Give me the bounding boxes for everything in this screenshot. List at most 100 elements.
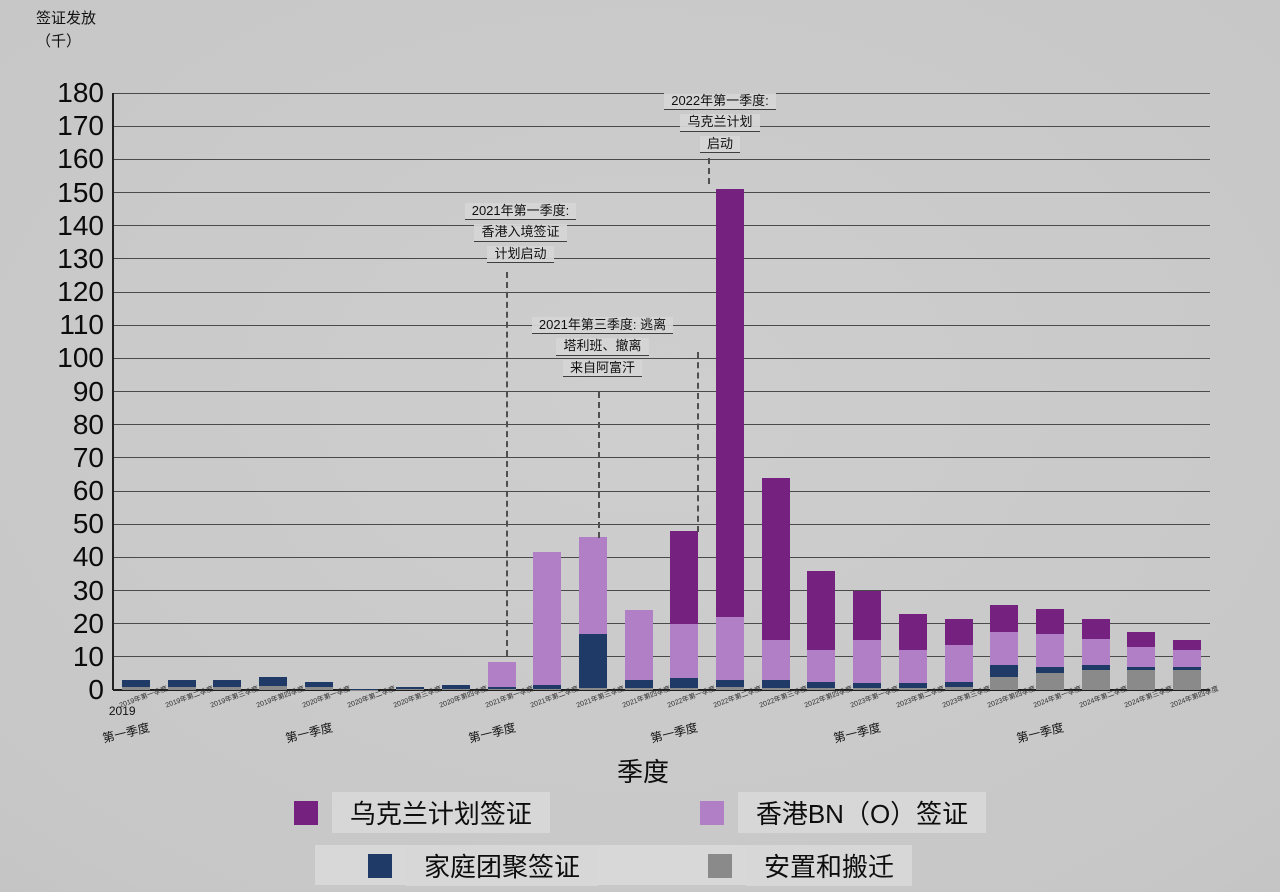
bar-segment-ukraine — [944, 618, 973, 646]
gridline — [113, 590, 1210, 591]
bar-segment-family — [1036, 666, 1065, 674]
y-axis-tick-label: 150 — [57, 176, 104, 208]
x-axis-quarter-label: 第一季度 — [1015, 720, 1066, 746]
gridline — [113, 192, 1210, 193]
x-axis-quarter-label: 第一季度 — [100, 720, 151, 746]
bar-segment-resettlement — [944, 686, 973, 690]
bar-segment-ukraine — [1173, 640, 1202, 651]
gridline — [113, 656, 1210, 658]
bar-segment-resettlement — [396, 689, 425, 690]
legend-label: 安置和搬迁 — [746, 845, 913, 886]
bar-segment-family — [944, 681, 973, 687]
bar-segment-bno — [944, 645, 973, 682]
gridline — [113, 689, 1210, 691]
x-axis-title: 季度 — [616, 757, 669, 787]
bar-segment-resettlement — [761, 688, 790, 690]
y-axis-tick-label: 100 — [57, 342, 104, 374]
x-axis-quarter-label: 第一季度 — [466, 720, 517, 746]
bar-segment-ukraine — [1036, 608, 1065, 634]
y-axis-tick-label: 70 — [72, 441, 104, 473]
y-axis-tick-label: 10 — [72, 640, 104, 672]
bar-segment-resettlement — [990, 676, 1019, 690]
legend-swatch — [367, 853, 392, 878]
bar-segment-family — [624, 680, 653, 689]
bar-segment-bno — [898, 650, 927, 684]
bar-segment-family — [396, 686, 425, 689]
bar-segment-resettlement — [898, 688, 927, 690]
bar-segment-resettlement — [807, 688, 836, 690]
y-axis-tick-label: 60 — [72, 475, 104, 506]
bar-segment-bno — [578, 537, 607, 634]
bar-segment-bno — [761, 640, 790, 681]
bar-segment-resettlement — [121, 686, 150, 690]
legend-row: 家庭团聚签证 安置和搬迁 — [367, 845, 913, 886]
annotation-connector-line — [697, 352, 699, 532]
bar-segment-bno — [1081, 638, 1110, 666]
bar-segment-resettlement — [853, 688, 882, 690]
bar-segment-bno — [853, 640, 882, 684]
bar-segment-resettlement — [1127, 670, 1156, 690]
bar-segment-family — [350, 688, 379, 690]
y-axis-line — [112, 93, 114, 690]
y-axis-tick-label: 80 — [72, 408, 104, 440]
y-axis-tick-label: 90 — [72, 375, 104, 407]
bar-segment-ukraine — [716, 189, 745, 618]
y-axis-tick-label: 170 — [57, 110, 104, 142]
bar-segment-resettlement — [441, 688, 470, 690]
annotation-line: 2021年第一季度: — [464, 203, 577, 221]
gridline — [113, 158, 1210, 160]
bar-segment-bno — [990, 631, 1019, 666]
gridline — [113, 391, 1210, 392]
bar-segment-ukraine — [807, 570, 836, 651]
gridline — [113, 556, 1210, 558]
annotation-connector-line — [708, 158, 710, 184]
y-axis-tick-label: 20 — [72, 607, 104, 639]
bar-segment-family — [853, 683, 882, 689]
gridline — [113, 357, 1210, 359]
annotation-line: 来自阿富汗 — [562, 359, 642, 377]
gridline — [113, 258, 1210, 260]
x-axis-quarter-label: 第一季度 — [283, 720, 334, 746]
y-axis-tick-label: 120 — [57, 276, 104, 307]
y-axis-tick-label: 130 — [57, 242, 104, 274]
bar-segment-resettlement — [1173, 670, 1202, 690]
y-axis-tick-label: 180 — [57, 77, 104, 108]
legend-swatch — [293, 800, 318, 825]
bar-segment-family — [761, 680, 790, 689]
y-axis-tick-label: 30 — [72, 574, 104, 606]
gridline — [113, 225, 1210, 227]
bar-segment-resettlement — [487, 689, 516, 691]
x-axis-quarter-label: 第一季度 — [832, 720, 883, 746]
bar-segment-ukraine — [853, 590, 882, 641]
y-axis-tick-label: 140 — [57, 209, 104, 241]
y-axis-tick-label: 40 — [72, 541, 104, 573]
y-axis-tick-label: 50 — [72, 508, 104, 540]
bar-segment-bno — [1127, 646, 1156, 667]
legend-label: 家庭团聚签证 — [405, 845, 598, 886]
bar-segment-bno — [1036, 633, 1065, 667]
bar-segment-family — [441, 685, 470, 689]
gridline — [113, 92, 1210, 94]
bar-segment-ukraine — [898, 613, 927, 651]
gridline — [113, 291, 1210, 293]
bar-segment-family — [578, 633, 607, 689]
annotation-hongkong: 2021年第一季度: 香港入境签证 计划启动 — [423, 202, 618, 266]
bar-segment-resettlement — [578, 688, 607, 690]
bar-segment-resettlement — [1036, 673, 1065, 690]
bar-segment-family — [258, 676, 287, 686]
bar-segment-resettlement — [624, 688, 653, 690]
annotation-line: 计划启动 — [487, 245, 554, 263]
legend-swatch — [699, 800, 724, 825]
bar-segment-bno — [807, 650, 836, 682]
gridline — [113, 457, 1210, 459]
bar-segment-ukraine — [761, 477, 790, 641]
bar-segment-family — [716, 680, 745, 687]
legend-row: 乌克兰计划签证 香港BN（O）签证 — [293, 792, 987, 833]
annotation-connector-line — [598, 392, 600, 538]
legend-item: 乌克兰计划签证 — [293, 792, 550, 833]
bar-segment-ukraine — [1081, 618, 1110, 639]
bar-segment-family — [807, 681, 836, 689]
bar-segment-family — [304, 681, 333, 688]
